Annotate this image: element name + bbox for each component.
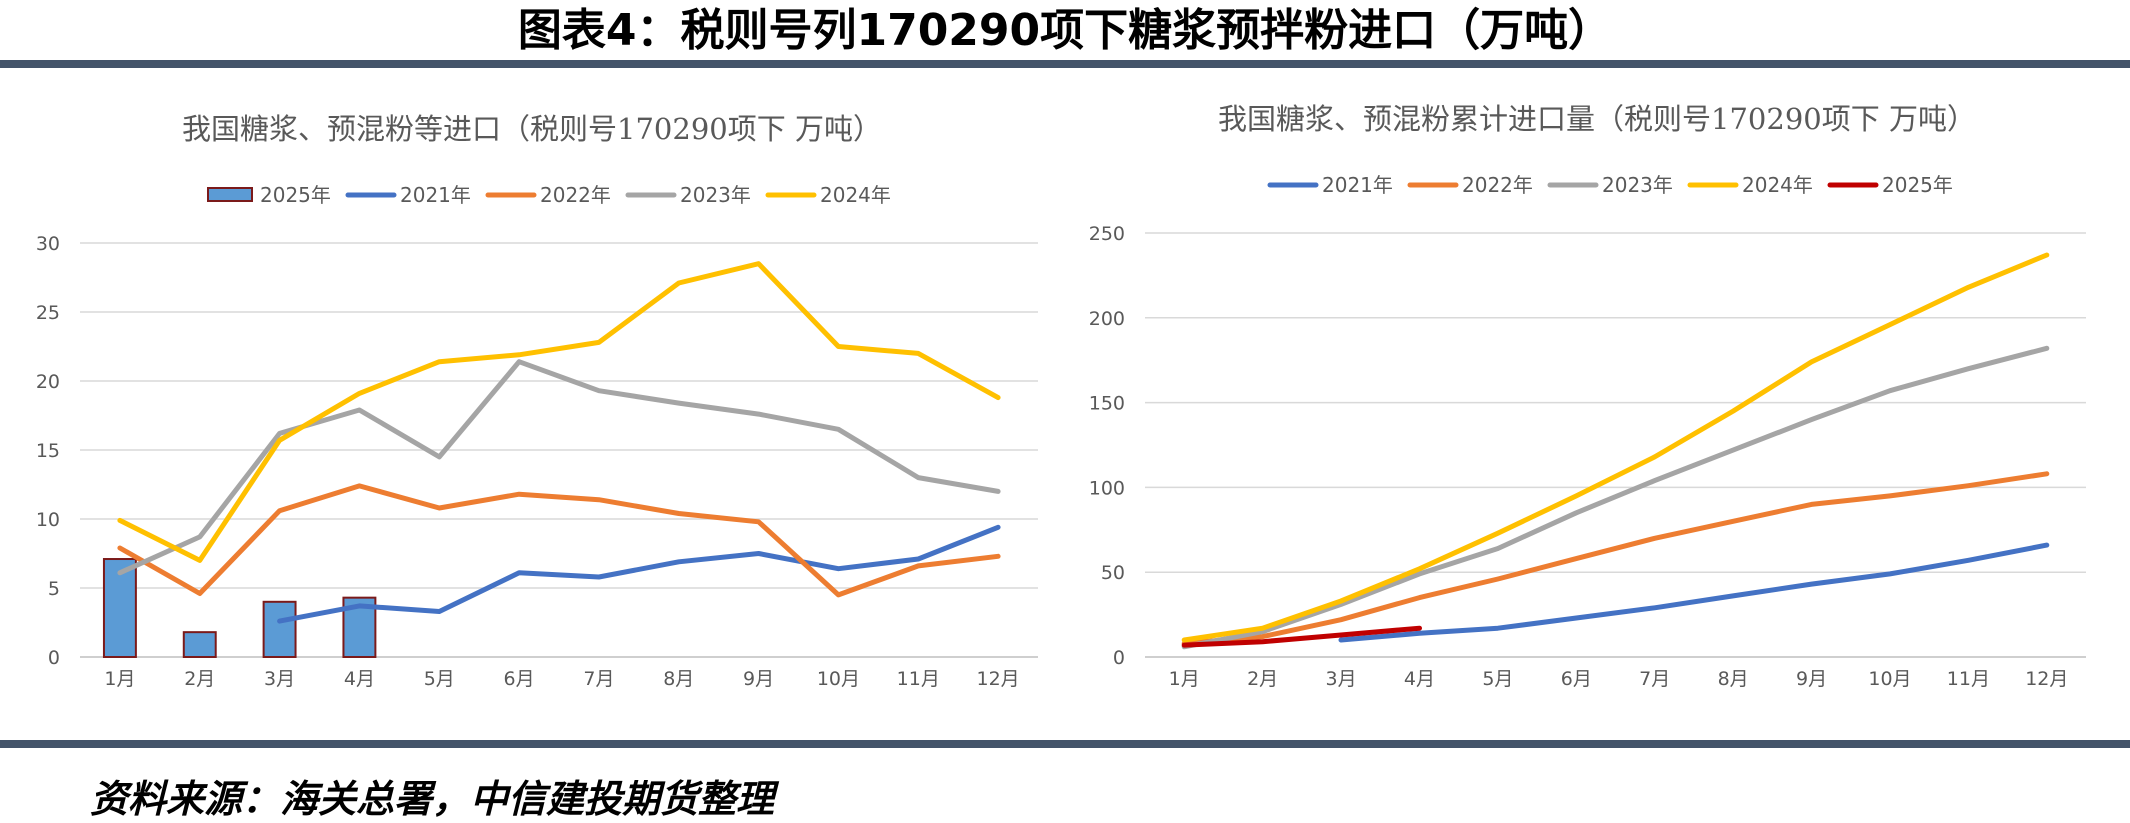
x-tick-label: 11月 [1947, 668, 1990, 690]
x-tick-label: 5月 [1482, 668, 1513, 690]
legend-swatch [207, 187, 253, 202]
series-line [1181, 471, 2050, 646]
title-divider [0, 60, 2130, 68]
gridlines [80, 242, 1038, 658]
x-tick-label: 7月 [583, 668, 614, 690]
axes: 0 50 100 150 200 250 1月 2月 3月 4月 5月 6月 7月 8月 9月 10月 11月 1… [1089, 223, 2069, 690]
x-tick-label: 3月 [1325, 668, 1356, 690]
x-tick-label: 11月 [897, 668, 940, 690]
legend-label: 2021年 [1322, 173, 1393, 197]
y-tick-label: 100 [1089, 477, 1125, 499]
chart-title: 我国糖浆、预混粉等进口（税则号170290项下 万吨） [182, 112, 882, 146]
x-tick-label: 2月 [1247, 668, 1278, 690]
x-tick-label: 12月 [976, 668, 1019, 690]
x-tick-label: 1月 [1169, 668, 1200, 690]
source-note: 资料来源：海关总署，中信建投期货整理 [90, 777, 775, 821]
legend-label: 2024年 [1742, 173, 1813, 197]
y-tick-label: 0 [1113, 647, 1125, 669]
series-line [117, 359, 1001, 576]
x-tick-label: 3月 [264, 668, 295, 690]
page-title: 图表4：税则号列170290项下糖浆预拌粉进口（万吨） [517, 5, 1613, 56]
x-tick-label: 9月 [1796, 668, 1827, 690]
legend-label: 2022年 [540, 183, 611, 207]
chart-cumulative-imports: 我国糖浆、预混粉累计进口量（税则号170290项下 万吨） 0 50 100 150 2… [1089, 102, 2086, 690]
x-tick-label: 1月 [104, 668, 135, 690]
x-tick-label: 4月 [344, 668, 375, 690]
x-tick-label: 6月 [1561, 668, 1592, 690]
x-tick-label: 10月 [1868, 668, 1911, 690]
series-line [277, 524, 1001, 624]
x-tick-label: 7月 [1639, 668, 1670, 690]
y-tick-label: 30 [36, 233, 60, 255]
chart-monthly-imports: 我国糖浆、预混粉等进口（税则号170290项下 万吨） 0 5 10 15 20 25 30… [36, 112, 1038, 690]
x-tick-label: 6月 [504, 668, 535, 690]
series-line [117, 483, 1001, 598]
x-tick-label: 8月 [1718, 668, 1749, 690]
y-tick-label: 20 [36, 371, 60, 393]
x-tick-label: 9月 [743, 668, 774, 690]
series-line [1338, 542, 2050, 643]
x-tick-label: 4月 [1404, 668, 1435, 690]
legend-label: 2021年 [400, 183, 471, 207]
legend: 2025年 2021年 2022年 2023年 2024年 [207, 183, 891, 207]
x-tick-label: 12月 [2025, 668, 2068, 690]
legend: 2021年 2022年 2023年 2024年 2025年 [1267, 173, 1953, 197]
y-tick-label: 25 [36, 302, 60, 324]
legend-label: 2023年 [1602, 173, 1673, 197]
y-tick-label: 200 [1089, 308, 1125, 330]
legend-label: 2025年 [260, 183, 331, 207]
chart-title: 我国糖浆、预混粉累计进口量（税则号170290项下 万吨） [1218, 102, 1976, 136]
x-tick-label: 2月 [184, 668, 215, 690]
footer-divider [0, 740, 2130, 748]
x-tick-label: 10月 [817, 668, 860, 690]
x-tick-label: 8月 [663, 668, 694, 690]
bar [262, 600, 297, 658]
y-tick-label: 10 [36, 509, 60, 531]
y-tick-label: 5 [48, 578, 60, 600]
series-line [117, 261, 1001, 563]
y-tick-label: 150 [1089, 393, 1125, 415]
legend-label: 2023年 [680, 183, 751, 207]
bar [102, 558, 137, 658]
axes: 0 5 10 15 20 25 30 1月 2月 3月 4月 5月 6月 7月 8月 9月 10月 11月 12月 [36, 233, 1020, 690]
y-tick-label: 0 [48, 647, 60, 669]
series-line [1181, 345, 2050, 650]
series-line [1181, 625, 1422, 648]
x-tick-label: 5月 [424, 668, 455, 690]
legend-label: 2024年 [820, 183, 891, 207]
legend-label: 2022年 [1462, 173, 1533, 197]
gridlines [1145, 232, 2086, 658]
bar [182, 631, 217, 658]
legend-label: 2025年 [1882, 173, 1953, 197]
series-line [1181, 252, 2050, 643]
y-tick-label: 15 [36, 440, 60, 462]
y-tick-label: 50 [1101, 562, 1125, 584]
y-tick-label: 250 [1089, 223, 1125, 245]
plot-area [102, 261, 1001, 658]
plot-area [1181, 252, 2050, 650]
